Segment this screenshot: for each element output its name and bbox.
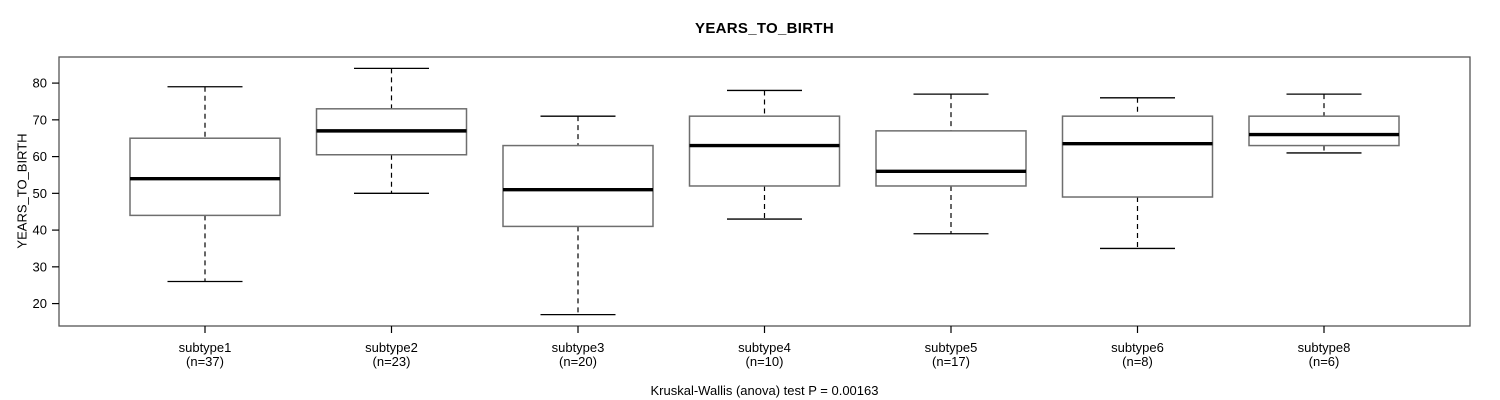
x-category-label: subtype6 [1111,340,1164,355]
stat-test-caption: Kruskal-Wallis (anova) test P = 0.00163 [650,383,879,398]
x-category-label: subtype4 [738,340,791,355]
x-category-label: subtype2 [365,340,418,355]
y-axis-tick-label: 70 [33,112,47,127]
y-axis-tick-label: 50 [33,186,47,201]
x-category-label: subtype3 [552,340,605,355]
x-category-label: subtype8 [1298,340,1351,355]
y-axis-tick-label: 20 [33,296,47,311]
x-category-count: (n=8) [1122,354,1153,369]
box-iqr [129,137,281,217]
chart-title: YEARS_TO_BIRTH [695,20,834,37]
x-category-label: subtype5 [925,340,978,355]
box-iqr [875,130,1027,187]
y-axis-tick-label: 30 [33,259,47,274]
y-axis-tick-label: 40 [33,223,47,238]
y-axis-tick-label: 80 [33,76,47,91]
box-iqr [502,144,654,228]
box-iqr [1061,115,1214,198]
x-category-count: (n=17) [932,354,970,369]
x-category-count: (n=20) [559,354,597,369]
y-axis-label: YEARS_TO_BIRTH [14,133,30,249]
x-category-count: (n=37) [186,354,224,369]
x-category-label: subtype1 [179,340,232,355]
x-category-count: (n=10) [746,354,784,369]
x-category-count: (n=23) [373,354,411,369]
y-axis-tick-label: 60 [33,149,47,164]
box-iqr [1248,115,1400,147]
box-iqr [688,115,841,187]
x-category-count: (n=6) [1309,354,1340,369]
